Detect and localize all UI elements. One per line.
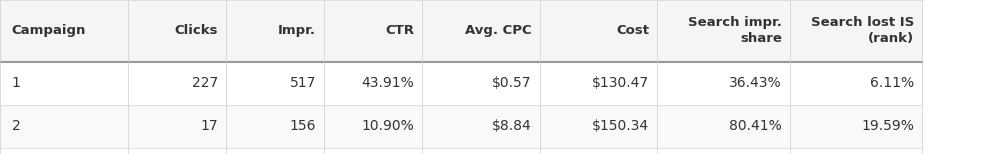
Text: Impr.: Impr. xyxy=(278,24,316,37)
Text: 19.59%: 19.59% xyxy=(861,119,914,133)
Text: 517: 517 xyxy=(289,76,316,90)
Text: Search lost IS
(rank): Search lost IS (rank) xyxy=(811,16,914,45)
Text: Search impr.
share: Search impr. share xyxy=(688,16,782,45)
Text: 2: 2 xyxy=(12,119,21,133)
Text: 10.90%: 10.90% xyxy=(361,119,414,133)
Text: $0.57: $0.57 xyxy=(492,76,532,90)
Text: Campaign: Campaign xyxy=(12,24,86,37)
Text: 43.91%: 43.91% xyxy=(361,76,414,90)
FancyBboxPatch shape xyxy=(0,105,922,148)
Text: Cost: Cost xyxy=(616,24,649,37)
Text: 17: 17 xyxy=(200,119,218,133)
Text: 80.41%: 80.41% xyxy=(729,119,782,133)
Text: 1: 1 xyxy=(12,76,21,90)
Text: Clicks: Clicks xyxy=(175,24,218,37)
Text: Avg. CPC: Avg. CPC xyxy=(465,24,532,37)
Text: 227: 227 xyxy=(191,76,218,90)
Text: 6.11%: 6.11% xyxy=(870,76,914,90)
FancyBboxPatch shape xyxy=(0,62,922,105)
Text: $130.47: $130.47 xyxy=(593,76,649,90)
Text: $8.84: $8.84 xyxy=(491,119,532,133)
Text: 156: 156 xyxy=(289,119,316,133)
Text: 36.43%: 36.43% xyxy=(729,76,782,90)
Text: CTR: CTR xyxy=(385,24,414,37)
Text: $150.34: $150.34 xyxy=(593,119,649,133)
FancyBboxPatch shape xyxy=(0,0,922,62)
